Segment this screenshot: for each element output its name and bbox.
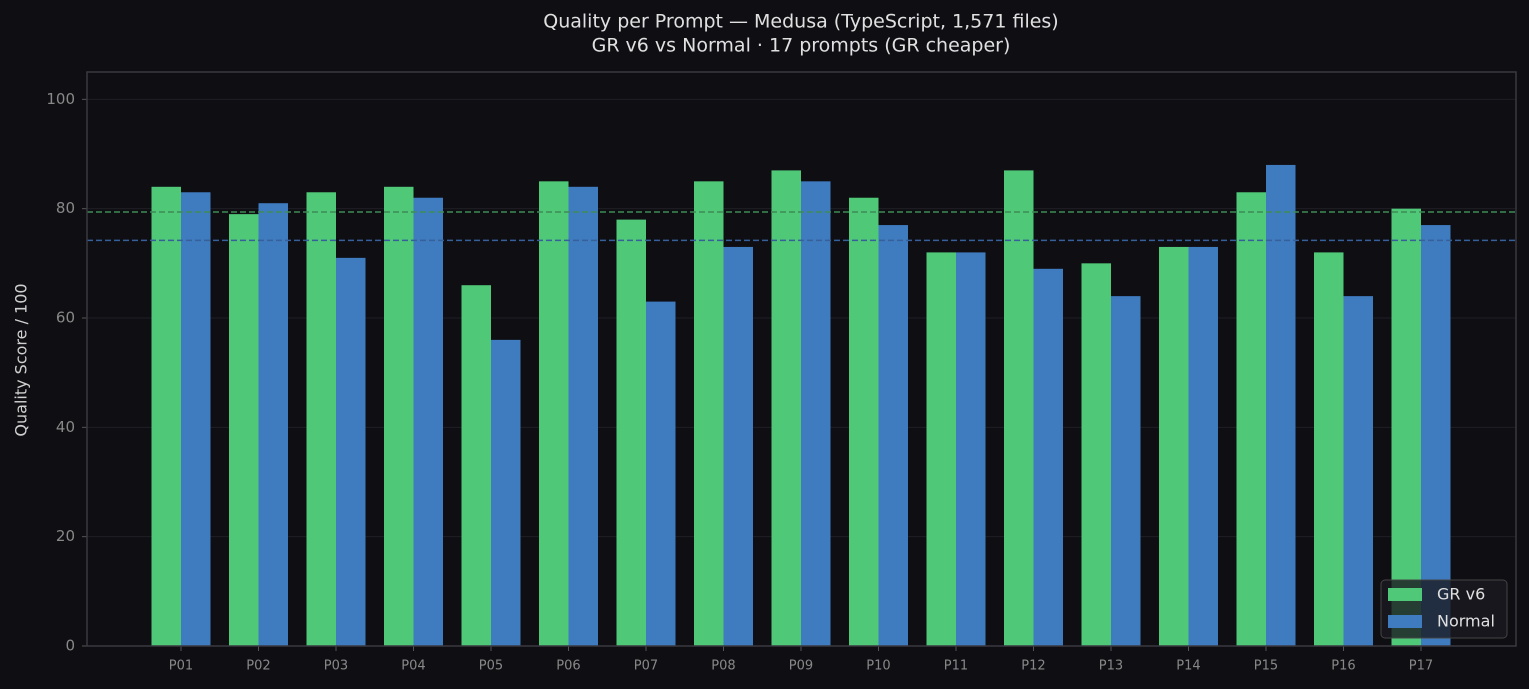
y-tick-label: 100 — [46, 90, 75, 108]
bar — [1236, 192, 1266, 646]
bar — [151, 186, 181, 647]
bar — [491, 339, 521, 646]
bar — [384, 186, 414, 647]
x-tick-label: P13 — [1099, 659, 1123, 674]
x-tick-label: P09 — [789, 659, 813, 674]
x-tick-label: P10 — [866, 659, 890, 674]
y-axis-label: Quality Score / 100 — [12, 283, 31, 436]
bar — [646, 301, 676, 646]
bar — [1159, 246, 1189, 646]
bar — [306, 192, 336, 646]
bar — [413, 197, 443, 646]
legend-swatch — [1388, 615, 1422, 628]
bar — [878, 225, 908, 647]
bar — [258, 203, 288, 646]
bar — [1081, 263, 1111, 646]
bar — [181, 192, 211, 646]
bar — [1004, 170, 1034, 646]
bar — [1343, 296, 1373, 646]
bar — [616, 219, 646, 646]
x-tick-label: P03 — [324, 659, 348, 674]
bar — [461, 285, 491, 646]
bar — [1188, 246, 1218, 646]
y-tick-label: 60 — [56, 309, 75, 327]
legend: GR v6 Normal — [1380, 579, 1508, 639]
legend-label: Normal — [1437, 612, 1495, 631]
x-tick-label: P01 — [169, 659, 193, 674]
x-tick-label: P16 — [1331, 659, 1355, 674]
x-tick-label: P04 — [401, 659, 425, 674]
bar — [568, 186, 598, 647]
y-tick-label: 0 — [65, 637, 75, 655]
x-tick-label: P07 — [634, 659, 658, 674]
x-tick-label: P05 — [479, 659, 503, 674]
bar — [1314, 252, 1344, 646]
x-tick-label: P11 — [944, 659, 968, 674]
x-tick-label: P14 — [1176, 659, 1200, 674]
bar — [1421, 225, 1451, 647]
x-tick-label: P17 — [1409, 659, 1433, 674]
x-tick-label: P12 — [1021, 659, 1045, 674]
x-tick-label: P15 — [1254, 659, 1278, 674]
y-tick-label: 80 — [56, 199, 75, 217]
chart-subtitle: GR v6 vs Normal · 17 prompts (GR cheaper… — [592, 35, 1011, 57]
y-tick-label: 40 — [56, 418, 75, 436]
bar — [229, 214, 259, 646]
bar — [771, 170, 801, 646]
bar — [1391, 208, 1421, 646]
legend-label: GR v6 — [1437, 585, 1485, 604]
plot-frame — [86, 71, 1517, 647]
bar — [1266, 164, 1296, 646]
bar — [1111, 296, 1141, 646]
bar — [956, 252, 986, 646]
y-tick-label: 20 — [56, 527, 75, 545]
bar — [1033, 268, 1063, 646]
bar — [801, 181, 831, 647]
bar — [539, 181, 569, 647]
chart-title: Quality per Prompt — Medusa (TypeScript,… — [543, 11, 1058, 33]
x-tick-label: P02 — [246, 659, 270, 674]
bar — [723, 246, 753, 646]
x-tick-label: P08 — [711, 659, 735, 674]
bar — [336, 257, 366, 646]
legend-swatch — [1388, 588, 1422, 601]
bar — [849, 197, 879, 646]
bar — [926, 252, 956, 646]
x-tick-label: P06 — [556, 659, 580, 674]
bar — [694, 181, 724, 647]
